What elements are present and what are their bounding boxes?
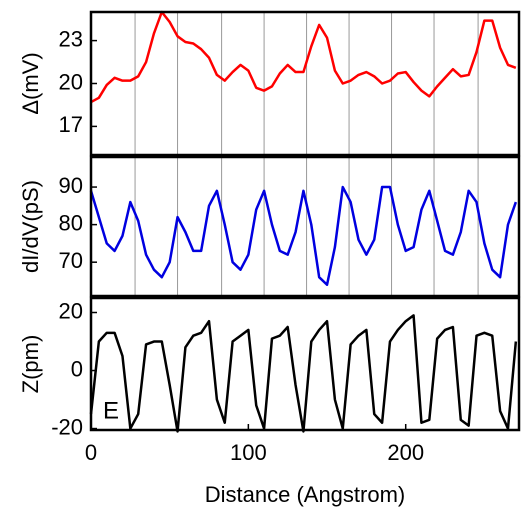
y-tick-label: 17 [59,112,83,137]
x-tick-label: 100 [230,440,267,465]
panel-annotation: E [103,397,119,424]
x-tick-label: 0 [85,440,97,465]
y-axis-label: dI/dV(pS) [18,180,43,273]
x-axis-label: Distance (Angstrom) [205,482,406,507]
y-tick-label: 0 [71,356,83,381]
y-tick-label: 20 [59,69,83,94]
data-line [89,185,518,286]
y-axis-label: Δ(mV) [18,52,43,114]
panel-frame [89,155,521,298]
y-tick-label: 20 [59,298,83,323]
y-tick-label: -20 [51,414,83,439]
data-line [90,10,517,104]
x-tick-label: 200 [387,440,424,465]
data-line [89,314,518,433]
y-tick-label: 80 [59,210,83,235]
panel-frame [89,10,521,157]
y-axis-label: Z(pm) [18,335,43,394]
y-tick-label: 23 [59,26,83,51]
y-tick-label: 90 [59,173,83,198]
panel-frame [89,296,521,432]
y-tick-label: 70 [59,248,83,273]
